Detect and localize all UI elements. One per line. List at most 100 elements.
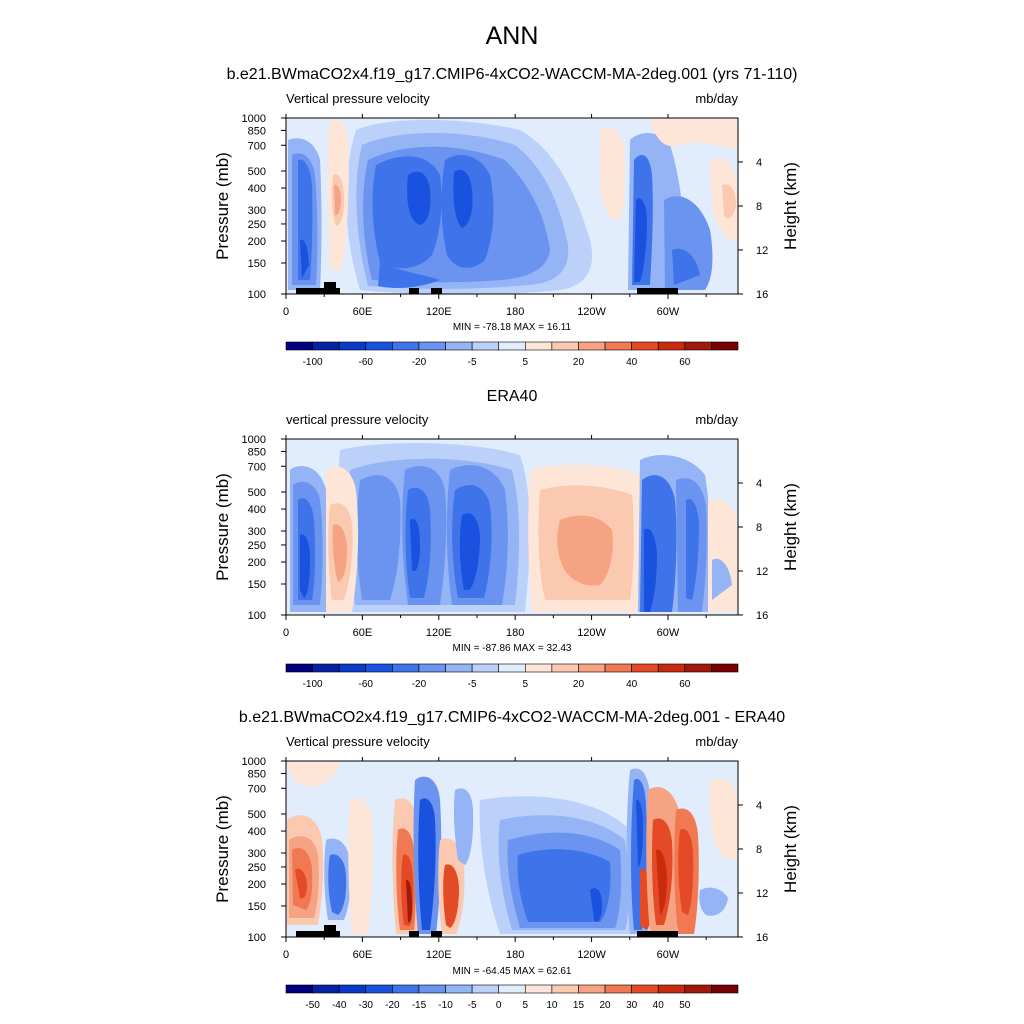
colorbar-box bbox=[578, 984, 606, 994]
x-tick-label: 60E bbox=[353, 949, 373, 961]
y-tick-label: 700 bbox=[248, 140, 266, 152]
y-tick-label: 1000 bbox=[242, 434, 266, 446]
colorbar-box bbox=[471, 341, 500, 351]
x-tick-label: 120E bbox=[426, 306, 452, 318]
y-tick-label: 850 bbox=[248, 125, 266, 137]
colorbar-box bbox=[392, 984, 420, 994]
colorbar-label: 20 bbox=[573, 357, 585, 368]
colorbar-label: -5 bbox=[468, 1000, 477, 1011]
y-axis-label-right: Height (km) bbox=[781, 483, 800, 571]
y-tick-label: 200 bbox=[248, 557, 266, 569]
colorbar-box bbox=[285, 663, 313, 673]
y-tick-label: 150 bbox=[248, 901, 266, 913]
colorbar-box bbox=[445, 663, 473, 673]
colorbar-label: -30 bbox=[359, 1000, 374, 1011]
y-axis-label-right: Height (km) bbox=[781, 162, 800, 250]
x-tick-label: 60W bbox=[657, 627, 680, 639]
colorbar-box bbox=[312, 663, 340, 673]
colorbar-label: 50 bbox=[679, 1000, 691, 1011]
colorbar-box bbox=[684, 663, 712, 673]
colorbar-box bbox=[657, 341, 686, 351]
colorbar-label: -50 bbox=[305, 1000, 320, 1011]
y-tick-label-right: 4 bbox=[756, 157, 762, 169]
x-tick-label: 60W bbox=[657, 949, 680, 961]
y-tick-label: 1000 bbox=[242, 113, 266, 125]
colorbar-box bbox=[498, 984, 526, 994]
colorbar-box bbox=[524, 663, 553, 673]
colorbar-label: -20 bbox=[385, 1000, 400, 1011]
x-tick-label: 0 bbox=[283, 627, 289, 639]
colorbar-label: -40 bbox=[332, 1000, 347, 1011]
colorbar-box bbox=[604, 341, 632, 351]
y-axis-label: Pressure (mb) bbox=[213, 152, 232, 260]
colorbar-label: 5 bbox=[523, 357, 529, 368]
min-max-label: MIN = -64.45 MAX = 62.61 bbox=[453, 966, 572, 977]
colorbar-box bbox=[604, 663, 632, 673]
contour-field bbox=[286, 439, 738, 615]
colorbar-box bbox=[551, 341, 579, 351]
y-tick-label: 400 bbox=[248, 183, 266, 195]
panel-title: ERA40 bbox=[487, 388, 538, 405]
contour-field bbox=[286, 761, 738, 937]
colorbar-box bbox=[711, 341, 739, 351]
colorbar-box bbox=[711, 984, 739, 994]
colorbar: -100 -60 -20 -5 5 20 40 60 bbox=[285, 663, 739, 690]
units-label: mb/day bbox=[695, 734, 738, 749]
y-tick-label-right: 4 bbox=[756, 478, 762, 490]
panel-title: b.e21.BWmaCO2x4.f19_g17.CMIP6-4xCO2-WACC… bbox=[239, 709, 785, 726]
colorbar-label: 0 bbox=[496, 1000, 502, 1011]
x-tick-label: 120W bbox=[577, 627, 606, 639]
y-tick-label: 400 bbox=[248, 504, 266, 516]
panel-model: b.e21.BWmaCO2x4.f19_g17.CMIP6-4xCO2-WACC… bbox=[213, 66, 800, 368]
colorbar-label: 5 bbox=[523, 679, 529, 690]
panel-title: b.e21.BWmaCO2x4.f19_g17.CMIP6-4xCO2-WACC… bbox=[227, 66, 798, 83]
y-tick-label-right: 8 bbox=[756, 201, 762, 213]
x-tick-label: 0 bbox=[283, 949, 289, 961]
topography-mask bbox=[296, 282, 678, 294]
colorbar-label: -5 bbox=[468, 357, 477, 368]
colorbar-label: -100 bbox=[303, 357, 323, 368]
y-tick-label-right: 12 bbox=[756, 566, 768, 578]
colorbar-label: 40 bbox=[626, 357, 638, 368]
y-tick-label: 150 bbox=[248, 579, 266, 591]
y-tick-label: 850 bbox=[248, 768, 266, 780]
colorbar-box bbox=[418, 341, 446, 351]
y-tick-label-right: 8 bbox=[756, 844, 762, 856]
colorbar-label: 30 bbox=[626, 1000, 638, 1011]
y-tick-label: 300 bbox=[248, 848, 266, 860]
colorbar-label: 15 bbox=[573, 1000, 585, 1011]
colorbar-box bbox=[418, 984, 446, 994]
colorbar-box bbox=[392, 663, 420, 673]
colorbar-box bbox=[631, 663, 659, 673]
colorbar-box bbox=[657, 984, 686, 994]
units-label: mb/day bbox=[695, 412, 738, 427]
y-tick-label: 500 bbox=[248, 166, 266, 178]
y-tick-label: 1000 bbox=[242, 756, 266, 768]
panel-difference: b.e21.BWmaCO2x4.f19_g17.CMIP6-4xCO2-WACC… bbox=[213, 709, 800, 1011]
y-tick-label-right: 4 bbox=[756, 800, 762, 812]
colorbar-label: -20 bbox=[412, 679, 427, 690]
y-axis-label: Pressure (mb) bbox=[213, 473, 232, 581]
colorbar-box bbox=[365, 984, 393, 994]
x-tick-label: 180 bbox=[506, 627, 524, 639]
y-tick-label: 300 bbox=[248, 526, 266, 538]
y-tick-label: 250 bbox=[248, 540, 266, 552]
y-tick-label: 300 bbox=[248, 205, 266, 217]
y-axis-label: Pressure (mb) bbox=[213, 795, 232, 903]
x-tick-label: 120E bbox=[426, 949, 452, 961]
colorbar-box bbox=[498, 341, 526, 351]
colorbar: -50 -40 -30 -20 -15 -10 -5 0 5 10 15 20 30 40 50 bbox=[285, 984, 739, 1011]
colorbar-label: -5 bbox=[468, 679, 477, 690]
variable-label: Vertical pressure velocity bbox=[286, 734, 430, 749]
colorbar-label: 10 bbox=[546, 1000, 558, 1011]
panel-era40: ERA40 vertical pressure velocity mb/day bbox=[213, 388, 800, 690]
y-tick-label-right: 16 bbox=[756, 289, 768, 301]
y-tick-label: 700 bbox=[248, 461, 266, 473]
y-tick-label: 100 bbox=[248, 932, 266, 944]
y-tick-label: 500 bbox=[248, 487, 266, 499]
variable-label: Vertical pressure velocity bbox=[286, 91, 430, 106]
colorbar-label: -15 bbox=[412, 1000, 427, 1011]
colorbar-label: 40 bbox=[626, 679, 638, 690]
x-tick-label: 60W bbox=[657, 306, 680, 318]
y-tick-label: 250 bbox=[248, 219, 266, 231]
